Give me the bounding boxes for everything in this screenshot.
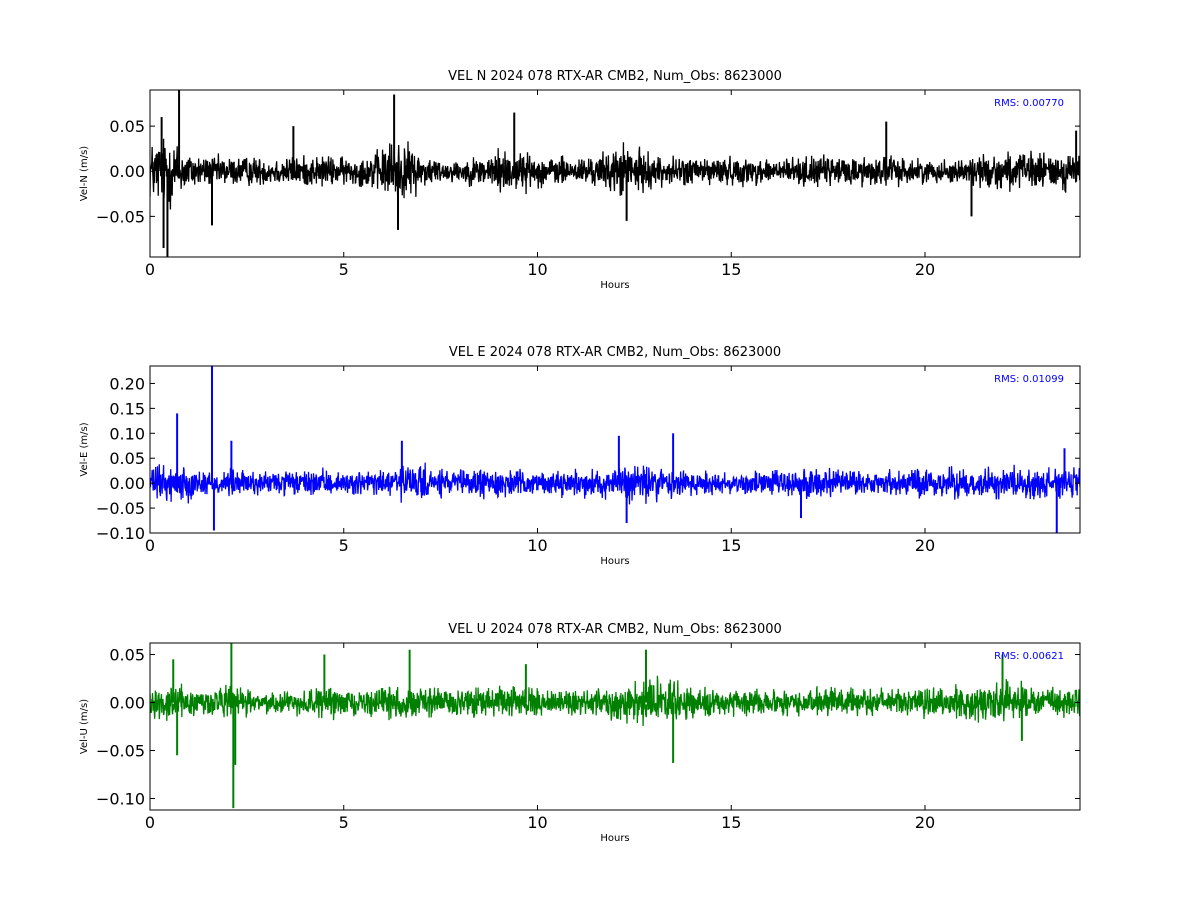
x-tick-label: 20 — [915, 260, 935, 279]
chart-title: VEL E 2024 078 RTX-AR CMB2, Num_Obs: 862… — [449, 345, 781, 360]
chart-title: VEL N 2024 078 RTX-AR CMB2, Num_Obs: 862… — [448, 69, 782, 84]
x-tick-label: 10 — [527, 260, 547, 279]
rms-annotation: RMS: 0.01099 — [994, 374, 1064, 385]
x-axis-label: Hours — [600, 556, 629, 567]
axes-frame — [149, 89, 1081, 258]
x-tick-label: 15 — [721, 260, 741, 279]
y-tick-label: 0.05 — [109, 117, 145, 136]
velocity-trace — [150, 138, 1080, 210]
velocity-trace — [150, 462, 1080, 505]
y-tick-label: 0.00 — [109, 162, 145, 181]
y-tick-label: 0.15 — [109, 399, 145, 418]
velocity-trace — [150, 675, 1080, 726]
x-tick-label: 0 — [145, 536, 155, 555]
y-axis-label: Vel-E (m/s) — [79, 422, 90, 476]
x-tick-label: 20 — [915, 536, 935, 555]
subplot-1: VEL N 2024 078 RTX-AR CMB2, Num_Obs: 862… — [79, 69, 1081, 291]
x-tick-label: 20 — [915, 813, 935, 832]
y-axis-label: Vel-N (m/s) — [79, 146, 90, 201]
axes-frame — [149, 642, 1081, 811]
y-tick-label: 0.05 — [109, 449, 145, 468]
y-tick-label: −0.10 — [96, 789, 145, 808]
y-tick-label: 0.10 — [109, 424, 145, 443]
y-tick-label: −0.05 — [96, 499, 145, 518]
y-tick-label: 0.20 — [109, 374, 145, 393]
x-axis-label: Hours — [600, 280, 629, 291]
x-tick-label: 10 — [527, 813, 547, 832]
y-tick-label: 0.00 — [109, 474, 145, 493]
x-tick-label: 0 — [145, 813, 155, 832]
x-tick-label: 0 — [145, 260, 155, 279]
x-tick-label: 15 — [721, 813, 741, 832]
x-tick-label: 5 — [339, 260, 349, 279]
axes-frame — [149, 365, 1081, 534]
y-tick-label: −0.05 — [96, 741, 145, 760]
rms-annotation: RMS: 0.00621 — [994, 651, 1064, 662]
y-tick-label: −0.05 — [96, 207, 145, 226]
x-tick-label: 5 — [339, 813, 349, 832]
x-tick-label: 15 — [721, 536, 741, 555]
x-tick-label: 10 — [527, 536, 547, 555]
y-tick-label: 0.05 — [109, 646, 145, 665]
rms-annotation: RMS: 0.00770 — [994, 98, 1064, 109]
x-axis-label: Hours — [600, 833, 629, 844]
y-tick-label: 0.00 — [109, 694, 145, 713]
y-axis-label: Vel-U (m/s) — [79, 699, 90, 754]
subplot-2: VEL E 2024 078 RTX-AR CMB2, Num_Obs: 862… — [79, 345, 1081, 567]
y-tick-label: −0.10 — [96, 524, 145, 543]
x-tick-label: 5 — [339, 536, 349, 555]
subplot-3: VEL U 2024 078 RTX-AR CMB2, Num_Obs: 862… — [79, 622, 1081, 844]
chart-title: VEL U 2024 078 RTX-AR CMB2, Num_Obs: 862… — [448, 622, 782, 637]
